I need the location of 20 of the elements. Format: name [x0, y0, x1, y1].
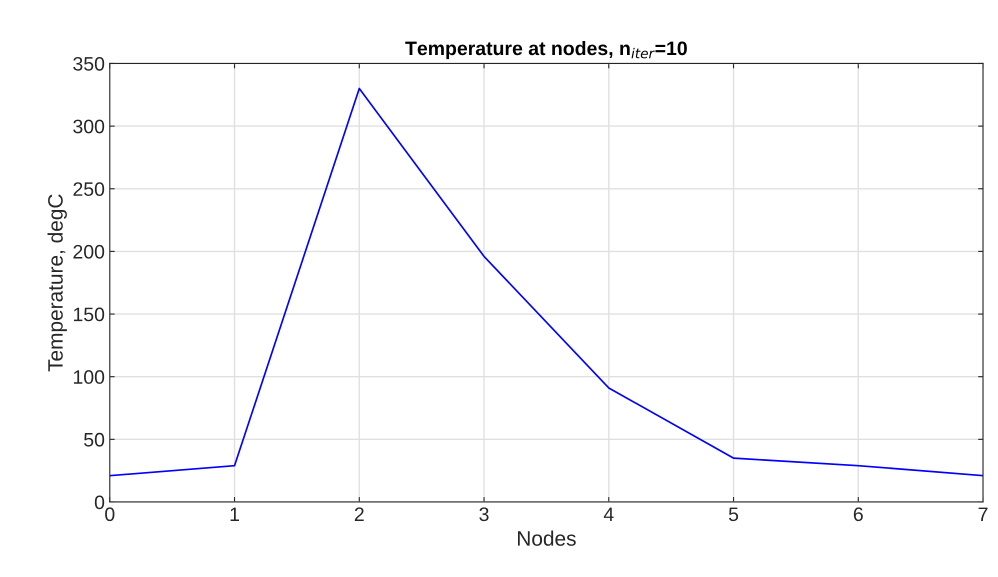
x-tick-label: 5	[728, 508, 738, 522]
y-tick-label: 200	[73, 244, 104, 259]
x-axis-title: Nodes	[518, 530, 576, 546]
x-tick-label: 2	[354, 507, 364, 521]
y-tick-label: 0	[94, 495, 104, 510]
y-tick-label: 150	[74, 308, 104, 322]
x-tick-label: 3	[479, 507, 489, 522]
chart-title: Temperature at nodes, n$_{iter}$=10	[405, 40, 687, 60]
x-tick-label: 6	[854, 507, 863, 522]
x-tick-label: 0	[105, 507, 114, 522]
x-tick-label: 4	[604, 508, 614, 521]
y-tick-label: 250	[73, 182, 104, 196]
y-tick-label: 300	[73, 120, 104, 134]
y-tick-label: 100	[74, 370, 104, 384]
y-tick-label: 350	[73, 56, 104, 71]
x-tick-label: 1	[230, 508, 239, 521]
x-tick-label: 7	[978, 508, 988, 521]
y-tick-label: 50	[84, 432, 104, 447]
y-axis-title: Temperature, degC	[48, 194, 67, 372]
line-series	[110, 88, 984, 477]
